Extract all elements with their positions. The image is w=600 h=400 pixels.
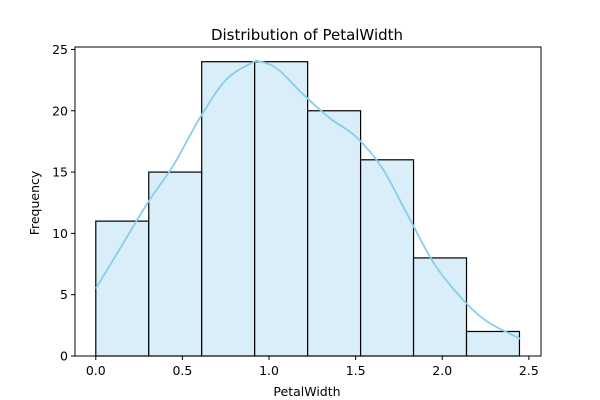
kde-layer xyxy=(95,59,521,340)
x-axis-label: PetalWidth xyxy=(273,384,340,399)
y-axis-label: Frequency xyxy=(27,170,42,235)
chart-title: Distribution of PetalWidth xyxy=(211,26,403,44)
histogram-bar-6 xyxy=(412,257,468,357)
histogram-bar-4 xyxy=(307,110,362,357)
x-tick-label: 0.5 xyxy=(172,363,192,378)
y-tick-label: 20 xyxy=(52,103,68,118)
x-tick-label: 0.0 xyxy=(86,363,106,378)
x-axis-ticks: 0.0 0.5 1.0 1.5 2.0 2.5 xyxy=(86,356,539,378)
y-tick-label: 10 xyxy=(52,226,68,241)
x-tick-label: 1.5 xyxy=(346,363,366,378)
histogram-bars xyxy=(95,61,521,357)
histogram-bar-3 xyxy=(254,61,309,357)
y-tick-label: 0 xyxy=(60,349,68,364)
x-tick-label: 1.0 xyxy=(259,363,279,378)
histogram-bar-1 xyxy=(148,171,203,357)
histogram-bar-0 xyxy=(95,220,150,357)
histogram-bar-5 xyxy=(359,159,415,357)
kde-line xyxy=(95,59,521,340)
x-tick-label: 2.5 xyxy=(519,363,539,378)
y-tick-label: 25 xyxy=(52,42,68,57)
y-tick-label: 15 xyxy=(52,165,68,180)
y-tick-label: 5 xyxy=(60,287,68,302)
y-axis-ticks: 0 5 10 15 20 25 xyxy=(52,42,75,364)
x-tick-label: 2.0 xyxy=(432,363,452,378)
histogram-bar-2 xyxy=(201,61,256,357)
plot-frame xyxy=(74,46,542,357)
